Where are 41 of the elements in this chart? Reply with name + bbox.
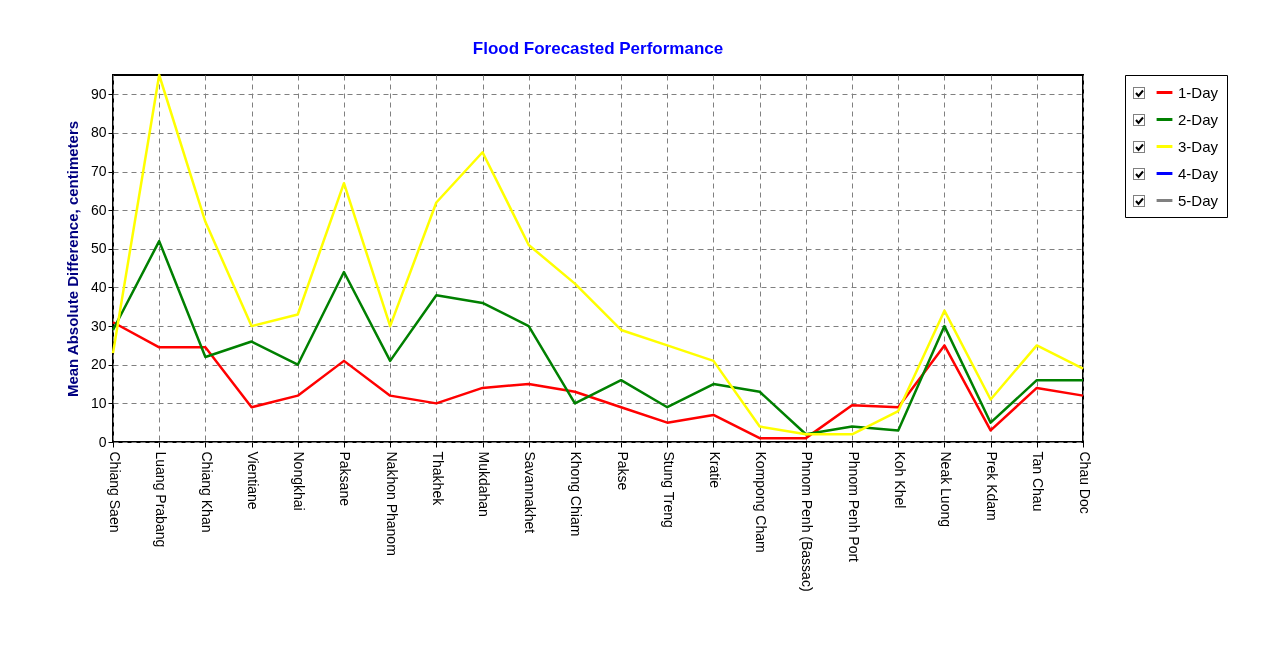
y-tick-label: 10 [90, 394, 107, 411]
x-tick-label: Vientiane [245, 451, 262, 510]
x-tick-label: Kratie [706, 451, 723, 489]
x-tick-label: Nakhon Phanom [383, 451, 400, 556]
y-tick-label: 0 [98, 433, 107, 450]
y-tick-label: 90 [90, 85, 107, 102]
legend-label: 2-Day [1178, 110, 1219, 128]
x-tick-label: Kompong Cham [753, 451, 770, 553]
legend-label: 1-Day [1178, 83, 1219, 101]
y-tick-label: 40 [90, 278, 107, 295]
x-tick-label: Koh Khel [891, 451, 908, 509]
x-tick-label: Tan Chau [1030, 451, 1047, 512]
x-tick-label: Phnom Penh Port [845, 451, 862, 563]
x-tick-label: Pakse [614, 451, 631, 491]
x-tick-label: Chau Doc [1076, 451, 1093, 514]
x-tick-label: Savannakhet [522, 451, 539, 534]
x-tick-label: Mukdahan [476, 451, 493, 517]
chart-title: Flood Forecasted Performance [472, 38, 724, 58]
legend-label: 5-Day [1178, 191, 1219, 209]
x-tick-label: Prek Kdam [984, 451, 1001, 521]
legend-label: 3-Day [1178, 137, 1219, 155]
x-tick-label: Thakhek [429, 451, 446, 507]
x-tick-label: Neak Luong [937, 451, 954, 528]
y-axis-title: Mean Absolute Difference, centimeters [63, 120, 81, 398]
x-tick-label: Paksane [337, 451, 354, 507]
x-tick-label: Luang Prabang [152, 451, 169, 548]
legend-label: 4-Day [1178, 164, 1219, 182]
y-tick-label: 50 [90, 240, 107, 257]
x-tick-label: Stung Treng [660, 451, 677, 528]
x-tick-label: Khong Chiam [568, 451, 585, 537]
x-tick-label: Chiang Khan [198, 451, 215, 533]
line-series [111, 239, 1085, 436]
y-tick-label: 20 [90, 356, 107, 373]
line-series [111, 73, 1085, 436]
y-tick-label: 70 [90, 163, 107, 180]
y-tick-label: 30 [90, 317, 107, 334]
x-tick-label: Nongkhai [291, 451, 308, 511]
x-tick-label: Phnom Penh (Bassac) [799, 451, 816, 592]
x-tick-label: Chiang Saen [106, 451, 123, 533]
y-tick-label: 80 [90, 124, 107, 141]
y-tick-label: 60 [90, 201, 107, 218]
